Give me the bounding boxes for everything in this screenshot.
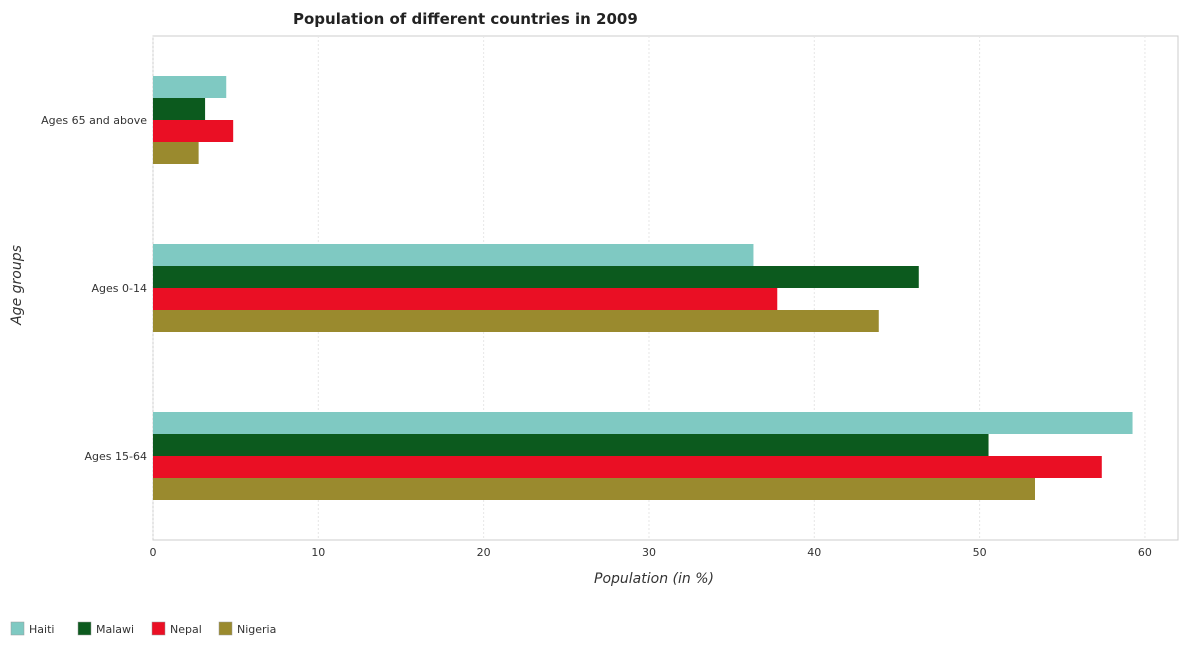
legend-label-nigeria: Nigeria <box>237 623 276 636</box>
legend-swatch-nigeria <box>218 621 233 636</box>
y-tick-label: Ages 0-14 <box>92 282 147 295</box>
bar-nigeria-2 <box>153 478 1035 500</box>
bar-nigeria-0 <box>153 142 199 164</box>
legend-label-haiti: Haiti <box>29 623 54 636</box>
y-axis-label: Age groups <box>9 245 25 326</box>
legend-swatch-haiti <box>10 621 25 636</box>
bar-malawi-1 <box>153 266 919 288</box>
y-axis-ticks: Ages 65 and above Ages 0-14 Ages 15-64 <box>41 114 147 463</box>
x-tick-label: 0 <box>150 546 157 559</box>
bar-haiti-0 <box>153 76 227 98</box>
bar-haiti-1 <box>153 244 754 266</box>
x-tick-label: 50 <box>973 546 987 559</box>
x-tick-label: 30 <box>642 546 656 559</box>
legend: Haiti Malawi Nepal Nigeria <box>10 621 276 636</box>
x-tick-label: 10 <box>311 546 325 559</box>
legend-label-nepal: Nepal <box>170 623 202 636</box>
bar-nepal-2 <box>153 456 1102 478</box>
bar-malawi-0 <box>153 98 206 120</box>
x-axis-label: Population (in %) <box>594 571 714 587</box>
x-tick-label: 20 <box>477 546 491 559</box>
bar-nepal-0 <box>153 120 234 142</box>
bar-nigeria-1 <box>153 310 879 332</box>
x-tick-label: 60 <box>1138 546 1152 559</box>
bar-malawi-2 <box>153 434 989 456</box>
x-tick-label: 40 <box>807 546 821 559</box>
chart-title: Population of different countries in 200… <box>293 10 638 28</box>
legend-swatch-nepal <box>151 621 166 636</box>
bar-haiti-2 <box>153 412 1133 434</box>
legend-label-malawi: Malawi <box>96 623 134 636</box>
x-axis-ticks: 0 10 20 30 40 50 60 <box>150 546 1152 559</box>
y-tick-label: Ages 15-64 <box>85 450 147 463</box>
legend-swatch-malawi <box>77 621 92 636</box>
bars <box>153 76 1133 500</box>
y-tick-label: Ages 65 and above <box>41 114 147 127</box>
bar-nepal-1 <box>153 288 778 310</box>
